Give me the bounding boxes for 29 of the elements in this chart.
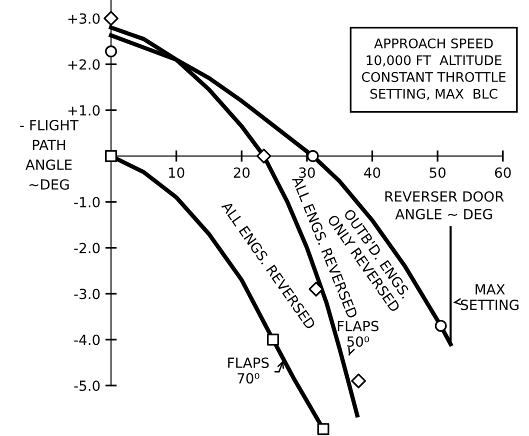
- x-tick-label: 30: [299, 167, 315, 178]
- point: [105, 45, 118, 58]
- x-tick-label: 50: [430, 167, 446, 178]
- y-tick-label: -3.0: [74, 288, 100, 300]
- point: [317, 423, 330, 436]
- y-tick-label: -5.0: [74, 380, 100, 391]
- x-tick-label: 20: [234, 167, 250, 178]
- x-tick-label: 40: [364, 167, 380, 178]
- y-tick-label: +2.0: [68, 59, 100, 70]
- annotation: APPROACH SPEED 10,000 FT ALTITUDE CONSTANT THROTTLE SETTING, MAX BLC: [362, 38, 506, 100]
- x-tick-label: 60: [495, 167, 511, 178]
- point: [267, 334, 279, 346]
- y-tick-label: -2.0: [74, 242, 100, 254]
- point: [105, 150, 118, 162]
- point: [104, 10, 118, 26]
- point: [256, 148, 272, 164]
- x-axis-title: REVERSER DOOR ANGLE ~ DEG: [385, 191, 504, 220]
- annotation: FLAPS 70⁰: [228, 357, 269, 384]
- y-tick-label: +1.0: [68, 105, 100, 116]
- point: [434, 320, 447, 332]
- point: [351, 374, 366, 388]
- y-axis-title: - FLIGHT PATH ANGLE ~DEG: [20, 120, 78, 190]
- y-tick-label: -4.0: [74, 334, 100, 346]
- annotation: FLAPS 50⁰: [338, 320, 378, 347]
- ref-line-label: MAX SETTING: [460, 284, 518, 310]
- y-tick-label: -1.0: [74, 196, 100, 208]
- x-tick-label: 10: [169, 167, 184, 178]
- point: [306, 150, 319, 162]
- y-tick-label: +3.0: [68, 13, 100, 24]
